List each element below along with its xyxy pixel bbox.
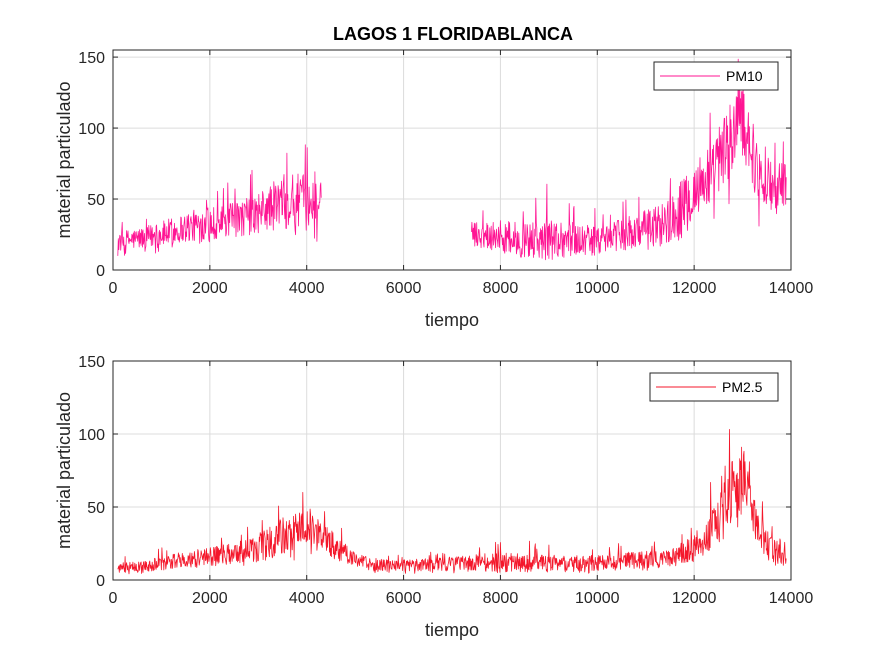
y-tick-label: 50 [87,192,105,209]
x-tick-label: 12000 [672,590,717,607]
legend: PM2.5 [649,372,779,402]
legend-label: PM2.5 [722,379,763,395]
axes-frame [112,360,792,581]
x-tick-label: 8000 [483,590,519,607]
x-tick-label: 0 [109,280,118,297]
x-tick-label: 14000 [769,280,814,297]
x-tick-label: 10000 [575,280,620,297]
x-tick-label: 6000 [386,280,422,297]
y-tick-label: 0 [96,573,105,590]
y-tick-label: 100 [78,121,105,138]
x-axis-label: tiempo [425,310,479,330]
series-line-pm25 [117,429,787,575]
axes-pm10: PM10 0 2000 4000 6000 8000 10000 12000 14000 0 50 1… [54,49,814,330]
y-tick-label: 100 [78,427,105,444]
x-tick-label: 2000 [192,590,228,607]
axes-pm25: PM2.5 0 2000 4000 6000 8000 10000 12000 14000 0 50… [54,354,813,640]
x-tick-label: 6000 [386,590,422,607]
x-tick-label: 4000 [289,280,325,297]
axes-frame [112,49,792,271]
chart-title: LAGOS 1 FLORIDABLANCA [333,24,573,44]
y-tick-label: 50 [87,500,105,517]
legend: PM10 [653,61,779,91]
series-line-pm10 [117,58,787,261]
x-tick-label: 14000 [769,590,814,607]
y-axis-label: material particulado [54,392,74,549]
x-tick-label: 12000 [672,280,717,297]
y-tick-label: 0 [96,263,105,280]
x-axis-label: tiempo [425,620,479,640]
x-tick-label: 4000 [289,590,325,607]
x-tick-label: 10000 [575,590,620,607]
x-tick-label: 0 [109,590,118,607]
x-tick-label: 2000 [192,280,228,297]
legend-label: PM10 [726,68,763,84]
y-tick-label: 150 [78,354,105,371]
x-tick-label: 8000 [483,280,519,297]
y-axis-label: material particulado [54,81,74,238]
y-tick-label: 150 [78,50,105,67]
